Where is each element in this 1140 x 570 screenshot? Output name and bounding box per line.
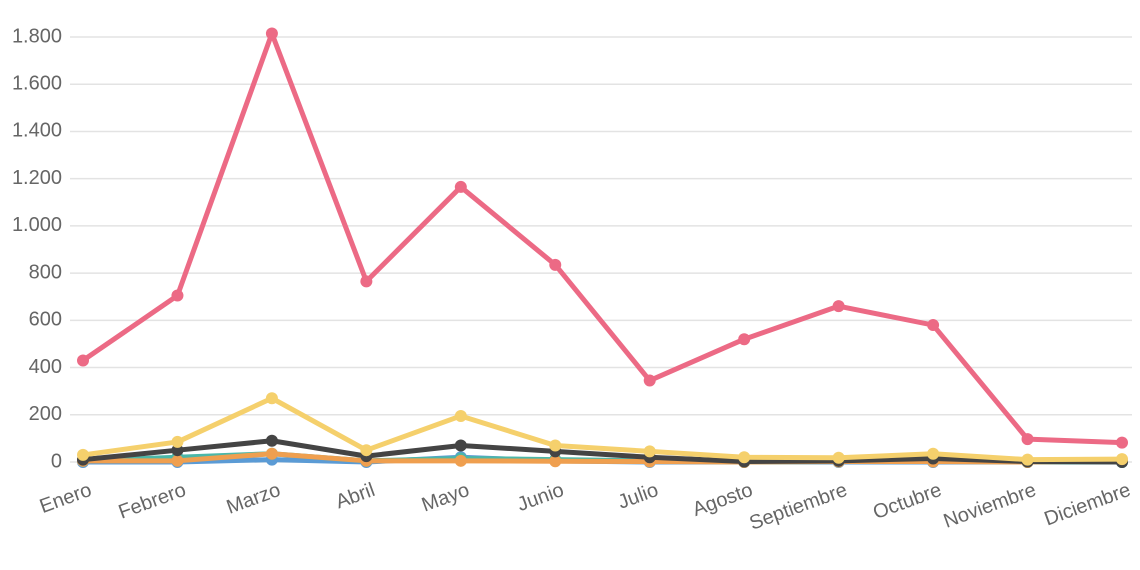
x-tick-label: Noviembre [941, 479, 1039, 533]
y-tick-label: 1.600 [12, 73, 62, 95]
x-tick-label: Octubre [870, 479, 944, 524]
x-tick-label: Marzo [224, 479, 284, 519]
y-tick-label: 0 [51, 450, 62, 472]
data-point [1116, 453, 1128, 466]
x-tick-label: Diciembre [1041, 479, 1133, 530]
data-point [360, 275, 373, 288]
data-point [927, 319, 940, 332]
data-point [549, 455, 562, 468]
series-line [81, 30, 1123, 446]
data-point [171, 289, 184, 302]
data-point [1021, 433, 1034, 446]
series-line [82, 395, 1123, 463]
x-tick-label: Junio [514, 479, 566, 516]
x-tick-label: Febrero [116, 479, 189, 524]
x-tick-label: Julio [615, 479, 661, 514]
y-tick-label: 400 [29, 356, 62, 378]
data-point [265, 392, 278, 405]
y-tick-label: 800 [29, 261, 62, 283]
data-point [454, 180, 467, 193]
data-point [927, 447, 940, 460]
x-tick-label: Septiembre [747, 479, 851, 535]
data-point [265, 434, 278, 447]
data-point [549, 439, 562, 452]
data-point [738, 451, 751, 464]
data-point [1021, 453, 1034, 466]
y-tick-label: 600 [29, 309, 62, 331]
x-tick-label: Enero [37, 479, 95, 518]
data-point [1116, 436, 1128, 449]
data-point [549, 258, 562, 271]
series-line [83, 451, 1123, 465]
data-point [265, 447, 278, 460]
data-point [77, 354, 89, 367]
data-point [454, 454, 467, 467]
y-tick-label: 200 [29, 403, 62, 425]
y-tick-label: 1.400 [12, 120, 62, 142]
data-point [643, 445, 656, 458]
x-tick-label: Abril [333, 479, 378, 513]
data-point [360, 444, 373, 457]
data-point [643, 374, 656, 387]
y-tick-label: 1.200 [12, 167, 62, 189]
series-line [82, 438, 1123, 465]
data-point [171, 435, 184, 448]
data-point [265, 27, 278, 40]
y-tick-label: 1.800 [12, 25, 62, 47]
data-point [77, 448, 89, 461]
data-point [171, 454, 184, 467]
y-tick-label: 1.000 [12, 214, 62, 236]
data-point [171, 444, 184, 457]
data-point [454, 439, 467, 452]
x-tick-label: Mayo [419, 479, 472, 516]
data-point [832, 300, 845, 313]
data-point [832, 451, 845, 464]
data-point [454, 409, 467, 422]
data-point [738, 333, 751, 346]
